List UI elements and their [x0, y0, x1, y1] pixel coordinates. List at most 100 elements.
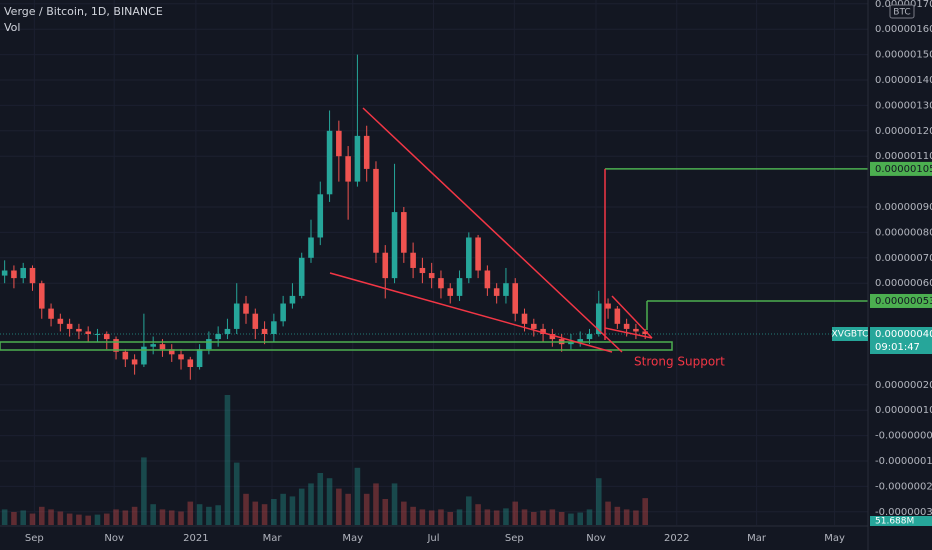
candle-body	[233, 303, 240, 329]
volume-bar	[233, 462, 240, 525]
y-tick-label: 0.00000090	[875, 202, 932, 213]
candle-body	[122, 351, 129, 360]
x-tick-label: Sep	[505, 533, 524, 544]
candle-body	[373, 168, 379, 253]
candle-body	[308, 237, 314, 258]
volume-bar	[410, 506, 416, 525]
candle-body	[531, 323, 537, 329]
volume-bar	[1, 509, 8, 525]
price-label: 0.00000053	[875, 296, 932, 307]
candle-body	[623, 323, 630, 329]
y-tick-label: 0.00000150	[875, 50, 932, 61]
candle-body	[76, 328, 82, 332]
volume-bar	[196, 504, 203, 525]
candle-body	[345, 156, 351, 182]
price-label: 0.00000105	[875, 164, 932, 175]
volume-bar	[438, 509, 444, 525]
volume-bar	[280, 493, 286, 525]
symbol-label: XVGBTC	[832, 329, 869, 339]
candle-body	[252, 313, 259, 329]
volume-bar	[261, 504, 268, 525]
candle-body	[243, 303, 249, 314]
x-tick-label: 2021	[183, 533, 208, 544]
trend-line	[362, 107, 623, 353]
volume-label: 51.688M	[875, 517, 914, 527]
candle-body	[187, 359, 194, 368]
annotation: Strong Support	[634, 355, 725, 369]
candle-body	[512, 283, 519, 314]
candle-body	[326, 130, 333, 195]
candle-body	[94, 333, 101, 335]
y-tick-label: 0.00000010	[875, 405, 932, 416]
y-tick-label: 0.00000020	[875, 380, 932, 391]
candle-body	[11, 270, 17, 279]
volume-bar	[206, 506, 212, 525]
candle-body	[38, 283, 45, 309]
candle-body	[289, 295, 296, 304]
candle-body	[1, 270, 8, 276]
candle-body	[493, 288, 500, 296]
volume-bar	[38, 506, 45, 525]
candle-body	[475, 237, 481, 271]
candle-body	[633, 328, 639, 332]
volume-bar	[252, 501, 259, 525]
volume-bar	[614, 506, 621, 525]
y-tick-label: 0.00000140	[875, 75, 932, 86]
volume-bar	[215, 505, 221, 525]
volume-bar	[66, 513, 73, 525]
trend-line	[329, 272, 613, 353]
y-tick-label: -0.00000020	[875, 481, 932, 492]
candle-body	[271, 321, 277, 334]
volume-bar	[48, 509, 54, 525]
volume-bar	[373, 483, 379, 525]
currency-box	[889, 4, 915, 19]
volume-bar	[150, 504, 156, 525]
candle-body	[401, 212, 407, 253]
volume-pane	[1, 395, 648, 525]
y-tick-label: -0.00000030	[875, 507, 932, 518]
volume-bar	[605, 501, 611, 525]
y-tick-label: 0.00000130	[875, 100, 932, 111]
candle-body	[131, 359, 138, 365]
x-tick-label: Jul	[426, 533, 439, 544]
volume-bar	[586, 509, 593, 525]
candle-body	[159, 344, 166, 350]
volume-bar	[131, 506, 138, 525]
candle-body	[336, 130, 342, 157]
volume-bar	[568, 513, 574, 525]
candle-body	[141, 346, 147, 365]
volume-bar	[503, 508, 509, 525]
x-tick-label: Sep	[25, 533, 44, 544]
volume-bar	[317, 473, 324, 525]
volume-bar	[577, 512, 583, 525]
candle-body	[521, 313, 528, 324]
candle-body	[410, 252, 416, 268]
candle-body	[456, 278, 463, 296]
candle-body	[354, 135, 361, 182]
volume-bar	[187, 501, 194, 525]
candle-body	[178, 354, 184, 360]
volume-bar	[493, 510, 500, 525]
volume-title: Vol	[4, 21, 20, 34]
volume-bar	[336, 488, 342, 525]
volume-bar	[122, 510, 129, 525]
candle-body	[103, 333, 110, 340]
candle-body	[20, 267, 26, 279]
candle-body	[595, 303, 602, 334]
axis-labels: 0.000001700.000001600.000001500.00000140…	[25, 0, 932, 544]
candle-body	[503, 283, 509, 296]
candle-body	[391, 212, 398, 279]
candle-body	[85, 331, 91, 334]
candle-body	[438, 278, 444, 289]
x-tick-label: Nov	[104, 533, 124, 544]
candle-body	[317, 194, 324, 238]
volume-bar	[168, 510, 175, 525]
y-tick-label: 0.00000080	[875, 227, 932, 238]
volume-bar	[271, 499, 277, 525]
y-tick-label: 0.00000060	[875, 278, 932, 289]
candle-body	[586, 333, 593, 340]
y-tick-label: 0.00000120	[875, 126, 932, 137]
x-tick-label: May	[824, 533, 845, 544]
candle-body	[642, 331, 648, 334]
